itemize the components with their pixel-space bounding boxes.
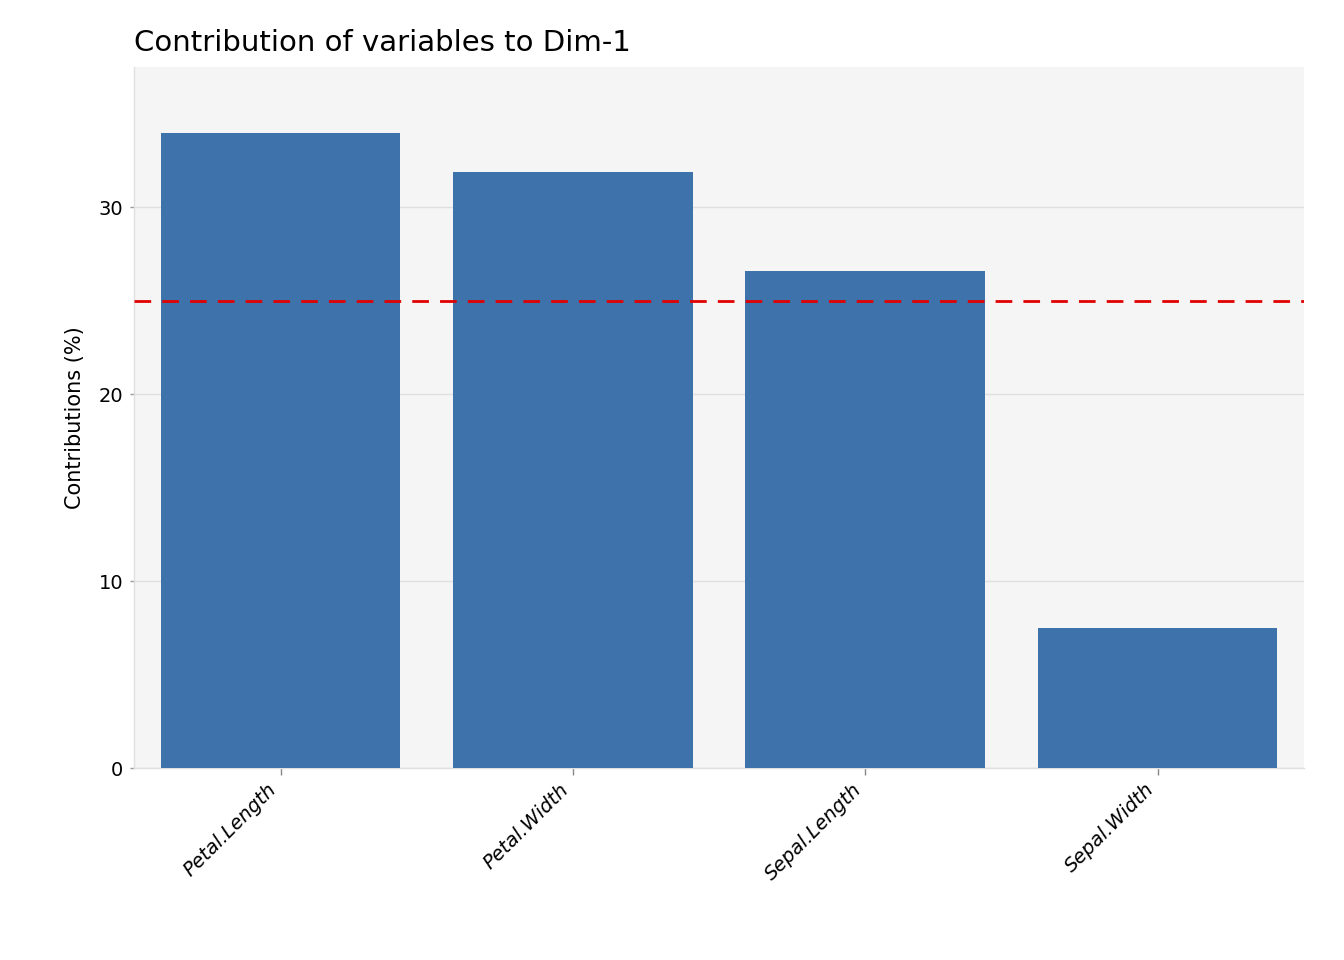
Bar <box>453 172 692 768</box>
Bar <box>746 271 985 768</box>
Bar <box>161 132 401 768</box>
Bar <box>1038 628 1277 768</box>
Text: Contribution of variables to Dim-1: Contribution of variables to Dim-1 <box>134 29 632 57</box>
Y-axis label: Contributions (%): Contributions (%) <box>65 326 85 509</box>
